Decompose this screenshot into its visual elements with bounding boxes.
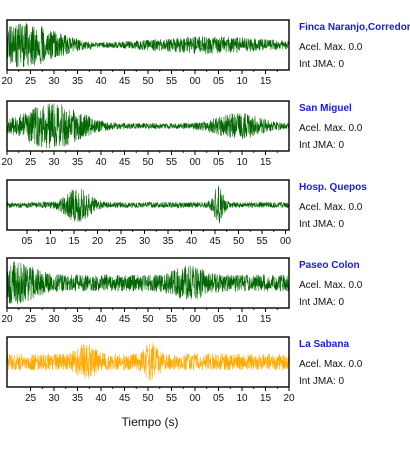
x-tick-label: 20: [1, 157, 13, 168]
max-acceleration-label: Acel. Max. 0.0: [299, 359, 363, 370]
x-tick-label: 05: [213, 76, 225, 87]
x-tick-label: 45: [119, 393, 131, 404]
x-tick-label: 55: [166, 157, 178, 168]
waveform-trace: [6, 22, 290, 68]
waveform-trace: [6, 103, 290, 149]
x-tick-label: 50: [142, 393, 154, 404]
x-tick-label: 35: [72, 314, 84, 325]
x-tick-label: 45: [119, 157, 131, 168]
station-name: Paseo Colon: [299, 260, 360, 271]
x-tick-label: 15: [68, 236, 80, 247]
x-tick-label: 45: [119, 314, 131, 325]
x-tick-label: 10: [45, 236, 57, 247]
x-tick-label: 00: [189, 393, 201, 404]
max-acceleration-label: Acel. Max. 0.0: [299, 42, 363, 53]
x-tick-label: 30: [48, 157, 60, 168]
panel-3: 05 10 15 20 25 30 35 40 45 50 55 00: [6, 179, 292, 247]
x-tick-label: 30: [48, 314, 60, 325]
x-tick-label: 10: [236, 314, 248, 325]
station-info: La Sabana Acel. Max. 0.0 Int JMA: 0: [299, 339, 409, 387]
x-tick-label: 40: [95, 314, 107, 325]
x-tick-label: 05: [213, 393, 225, 404]
x-tick-label: 15: [260, 393, 272, 404]
x-tick-label: 25: [25, 76, 37, 87]
max-acceleration-label: Acel. Max. 0.0: [299, 202, 363, 213]
x-tick-label: 40: [95, 157, 107, 168]
x-tick-label: 10: [236, 157, 248, 168]
x-tick-label: 40: [95, 76, 107, 87]
x-tick-label: 35: [162, 236, 174, 247]
panel-frame: [6, 179, 290, 231]
x-tick-label: 00: [189, 76, 201, 87]
x-tick-label: 50: [142, 76, 154, 87]
panel-2: 20 25 30 35 40 45 50 55 00 05 10 15: [1, 100, 290, 168]
station-name: La Sabana: [299, 339, 350, 350]
station-info: Paseo Colon Acel. Max. 0.0 Int JMA: 0: [299, 260, 409, 308]
x-tick-label: 15: [260, 157, 272, 168]
waveform-trace: [6, 342, 290, 382]
x-tick-label: 00: [280, 236, 292, 247]
x-tick-label: 20: [1, 314, 13, 325]
station-name: San Miguel: [299, 103, 352, 114]
x-tick-label: 45: [119, 76, 131, 87]
x-tick-label: 25: [115, 236, 127, 247]
max-acceleration-label: Acel. Max. 0.0: [299, 280, 363, 291]
x-tick-label: 00: [189, 157, 201, 168]
x-tick-label: 55: [166, 76, 178, 87]
x-tick-label: 30: [48, 393, 60, 404]
x-tick-label: 20: [283, 393, 295, 404]
panel-4: 20 25 30 35 40 45 50 55 00 05 10 15: [1, 257, 290, 325]
x-tick-label: 50: [142, 157, 154, 168]
x-tick-label: 10: [236, 393, 248, 404]
x-tick-label: 20: [92, 236, 104, 247]
station-info: Finca Naranjo,Corredores Acel. Max. 0.0 In…: [299, 22, 410, 70]
x-tick-label: 15: [260, 76, 272, 87]
x-tick-label: 40: [186, 236, 198, 247]
x-tick-label: 05: [213, 314, 225, 325]
station-name: Hosp. Quepos: [299, 182, 367, 193]
x-tick-label: 25: [25, 393, 37, 404]
x-tick-label: 30: [139, 236, 151, 247]
x-tick-label: 30: [48, 76, 60, 87]
x-tick-label: 20: [1, 76, 13, 87]
x-tick-label: 55: [166, 314, 178, 325]
waveform-trace: [6, 185, 290, 224]
x-tick-label: 15: [260, 314, 272, 325]
x-tick-label: 40: [95, 393, 107, 404]
x-tick-label: 35: [72, 157, 84, 168]
jma-intensity-label: Int JMA: 0: [299, 219, 345, 230]
x-tick-label: 00: [189, 314, 201, 325]
jma-intensity-label: Int JMA: 0: [299, 297, 345, 308]
x-axis-label: Tiempo (s): [121, 415, 179, 429]
x-tick-label: 35: [72, 393, 84, 404]
x-tick-label: 10: [236, 76, 248, 87]
panel-1: 20 25 30 35 40 45 50 55 00 05 10 15: [1, 19, 290, 87]
x-tick-label: 25: [25, 157, 37, 168]
panel-5: 25 30 35 40 45 50 55 00 05 10 15 20: [6, 336, 295, 404]
x-tick-label: 50: [142, 314, 154, 325]
waveform-trace: [6, 261, 290, 304]
x-tick-label: 05: [21, 236, 33, 247]
x-tick-label: 05: [213, 157, 225, 168]
x-tick-label: 50: [233, 236, 245, 247]
jma-intensity-label: Int JMA: 0: [299, 59, 345, 70]
station-info: Hosp. Quepos Acel. Max. 0.0 Int JMA: 0: [299, 182, 409, 230]
x-tick-label: 35: [72, 76, 84, 87]
x-tick-label: 55: [256, 236, 268, 247]
max-acceleration-label: Acel. Max. 0.0: [299, 123, 363, 134]
station-name: Finca Naranjo,Corredores: [299, 22, 410, 33]
station-info: San Miguel Acel. Max. 0.0 Int JMA: 0: [299, 103, 409, 151]
x-tick-label: 25: [25, 314, 37, 325]
jma-intensity-label: Int JMA: 0: [299, 140, 345, 151]
x-tick-label: 55: [166, 393, 178, 404]
x-tick-label: 45: [209, 236, 221, 247]
jma-intensity-label: Int JMA: 0: [299, 376, 345, 387]
